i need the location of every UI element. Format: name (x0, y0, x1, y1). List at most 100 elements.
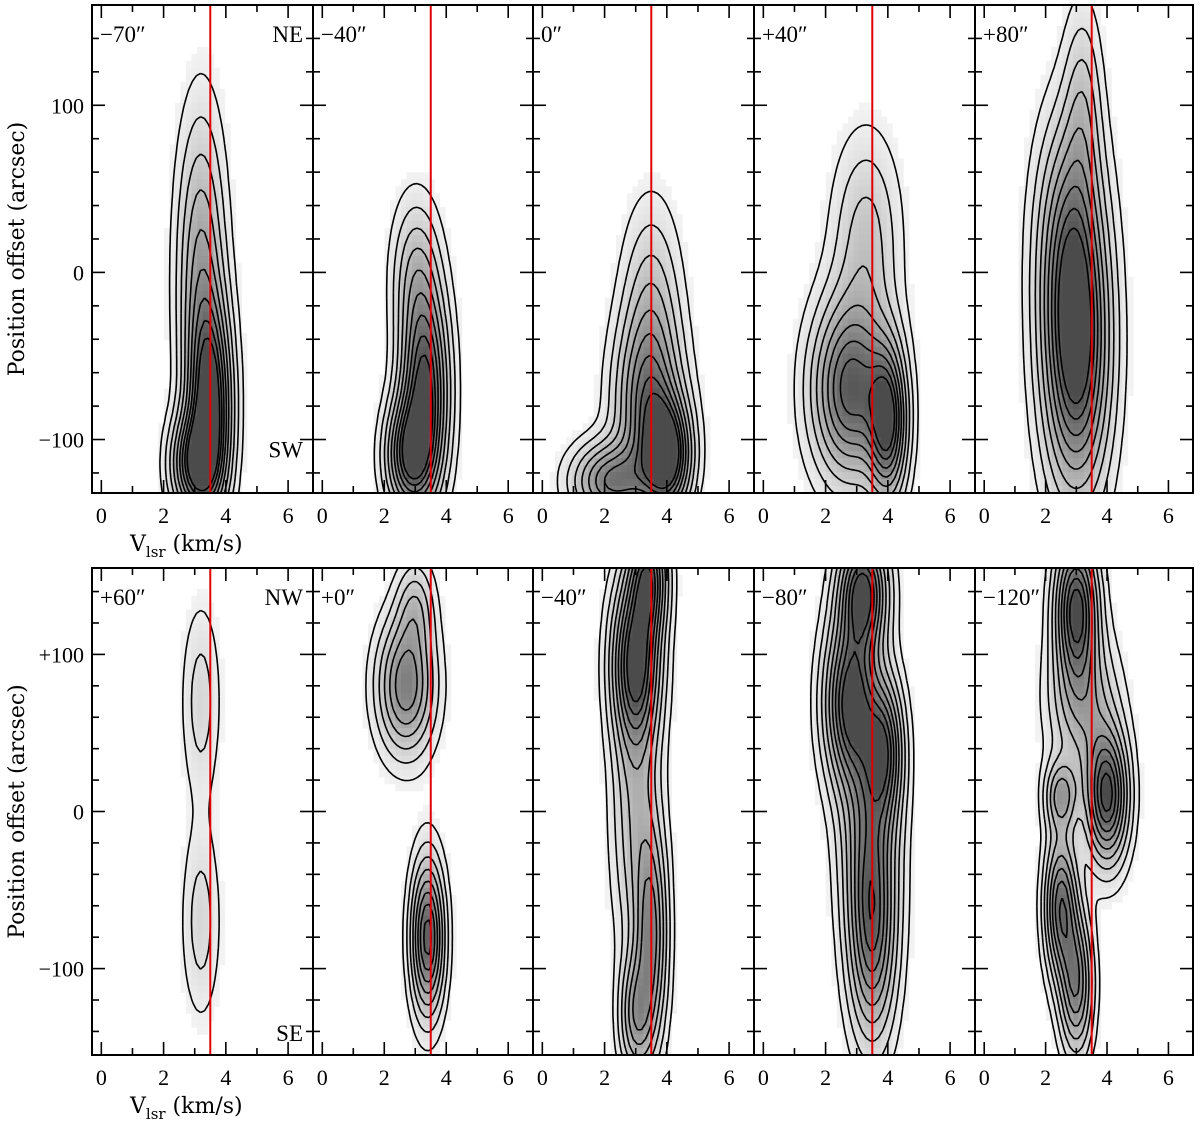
intensity-pixel (853, 130, 860, 139)
intensity-pixel (593, 416, 600, 424)
intensity-pixel (401, 374, 408, 383)
intensity-pixel (886, 346, 893, 355)
intensity-pixel (1062, 339, 1069, 348)
intensity-pixel (174, 353, 181, 362)
intensity-pixel (1094, 269, 1101, 278)
intensity-pixel (671, 290, 678, 299)
intensity-pixel (202, 630, 209, 639)
intensity-pixel (434, 458, 441, 466)
intensity-pixel (875, 172, 882, 180)
intensity-pixel (892, 388, 899, 396)
intensity-pixel (908, 416, 915, 424)
intensity-pixel (174, 200, 181, 208)
intensity-pixel (864, 137, 871, 146)
intensity-pixel (1040, 151, 1047, 159)
intensity-pixel (439, 388, 446, 396)
intensity-pixel (401, 465, 408, 473)
intensity-pixel (864, 486, 871, 493)
intensity-pixel (687, 339, 694, 348)
intensity-pixel (859, 451, 866, 459)
intensity-pixel (1084, 53, 1090, 62)
intensity-pixel (881, 304, 888, 313)
intensity-pixel (390, 269, 397, 278)
intensity-pixel (903, 228, 910, 236)
intensity-pixel (202, 748, 209, 757)
intensity-pixel (185, 762, 192, 771)
intensity-pixel (875, 360, 882, 369)
intensity-pixel (1084, 430, 1090, 438)
intensity-pixel (1062, 479, 1069, 487)
intensity-pixel (434, 479, 441, 487)
intensity-pixel (185, 81, 192, 90)
intensity-pixel (1094, 444, 1101, 452)
intensity-pixel (615, 360, 622, 369)
intensity-pixel (235, 367, 242, 376)
intensity-pixel (1035, 193, 1041, 201)
intensity-pixel (1094, 32, 1101, 41)
intensity-pixel (1084, 116, 1090, 125)
intensity-pixel (615, 444, 622, 452)
intensity-pixel (588, 451, 595, 459)
intensity-pixel (224, 353, 231, 362)
intensity-pixel (908, 290, 915, 299)
intensity-pixel (654, 458, 661, 466)
intensity-pixel (792, 325, 799, 334)
intensity-pixel (202, 714, 209, 722)
intensity-pixel (202, 123, 209, 132)
intensity-pixel (1035, 269, 1041, 278)
intensity-pixel (632, 290, 639, 299)
intensity-pixel (864, 200, 871, 208)
intensity-pixel (169, 444, 176, 452)
intensity-pixel (213, 74, 220, 83)
intensity-pixel (610, 311, 617, 320)
intensity-pixel (1100, 39, 1107, 48)
intensity-pixel (1045, 67, 1052, 76)
intensity-pixel (213, 665, 220, 673)
intensity-pixel (1040, 486, 1047, 493)
intensity-pixel (626, 311, 633, 320)
intensity-pixel (864, 304, 871, 313)
intensity-pixel (1094, 95, 1101, 104)
intensity-pixel (1056, 256, 1063, 264)
intensity-pixel (163, 269, 170, 278)
intensity-pixel (853, 207, 860, 215)
intensity-pixel (859, 297, 866, 306)
intensity-pixel (434, 437, 441, 445)
intensity-pixel (886, 269, 893, 278)
intensity-pixel (202, 318, 209, 327)
intensity-pixel (643, 276, 650, 285)
intensity-pixel (809, 325, 816, 334)
intensity-pixel (1105, 486, 1112, 493)
intensity-pixel (654, 388, 661, 396)
intensity-pixel (897, 179, 904, 187)
intensity-pixel (1084, 486, 1090, 493)
intensity-pixel (191, 290, 198, 299)
intensity-pixel (185, 721, 192, 729)
intensity-pixel (1035, 235, 1041, 243)
intensity-pixel (886, 325, 893, 334)
intensity-pixel (1084, 479, 1090, 487)
intensity-pixel (1073, 67, 1080, 76)
intensity-pixel (825, 360, 832, 369)
intensity-pixel (224, 228, 231, 236)
intensity-pixel (1045, 444, 1052, 452)
intensity-pixel (682, 283, 689, 292)
intensity-pixel (219, 672, 226, 680)
intensity-pixel (908, 423, 915, 431)
intensity-pixel (191, 444, 198, 452)
intensity-pixel (1078, 367, 1085, 376)
intensity-pixel (202, 165, 209, 173)
intensity-pixel (809, 374, 816, 383)
intensity-pixel (643, 186, 650, 194)
intensity-pixel (439, 409, 446, 417)
intensity-pixel (185, 451, 192, 459)
intensity-pixel (908, 395, 915, 403)
intensity-pixel (1035, 290, 1041, 299)
intensity-pixel (881, 360, 888, 369)
intensity-pixel (847, 367, 854, 376)
intensity-pixel (1029, 242, 1036, 250)
intensity-pixel (202, 158, 209, 166)
intensity-pixel (836, 395, 843, 403)
intensity-pixel (219, 665, 226, 673)
intensity-pixel (401, 325, 408, 334)
